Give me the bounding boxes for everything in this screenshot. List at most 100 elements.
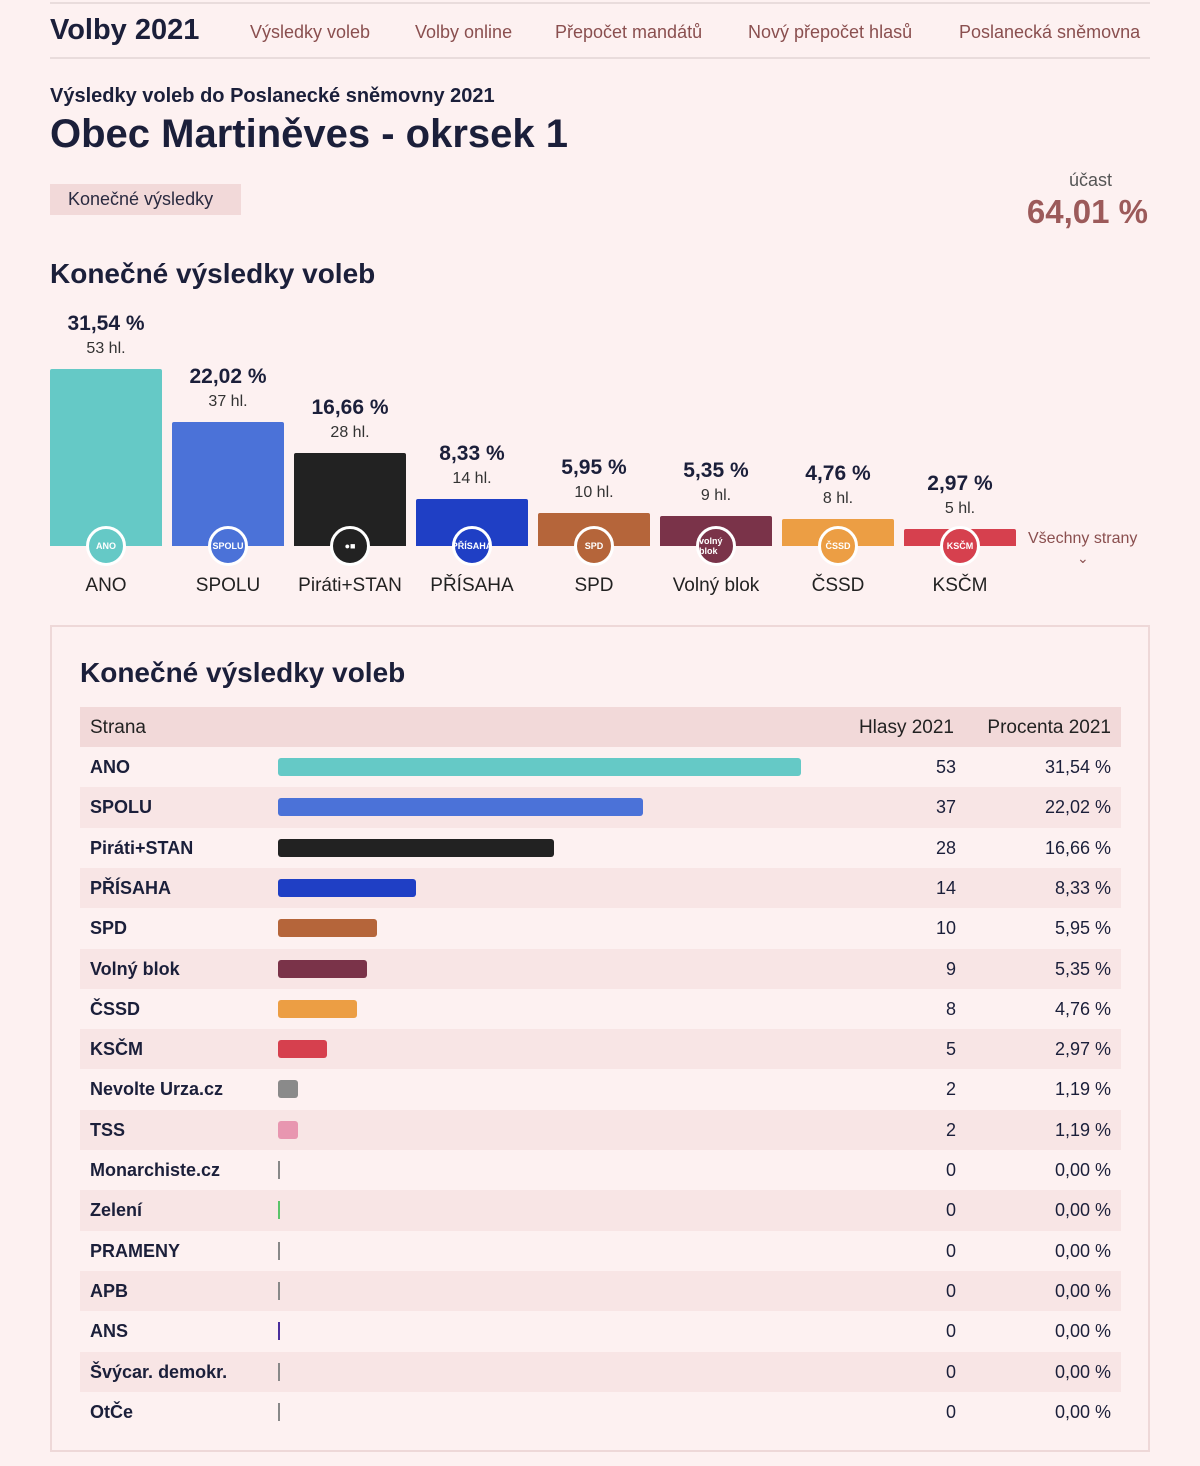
table-row: Švýcar. demokr. 0 0,00 % <box>80 1351 1121 1392</box>
table-row: Piráti+STAN 28 16,66 % <box>80 828 1121 868</box>
chart-percent-label: 4,76 % <box>805 462 871 486</box>
result-bar <box>278 1402 280 1421</box>
party-logo-icon: KSČM <box>940 526 980 566</box>
result-bar <box>278 1120 298 1139</box>
party-logo-icon: ANO <box>86 526 126 566</box>
percent-value: 0,00 % <box>1054 1321 1111 1342</box>
votes-value: 28 <box>935 837 956 858</box>
table-row: APB 0 0,00 % <box>80 1270 1121 1312</box>
chart-category-label: PŘÍSAHA <box>430 575 514 596</box>
table-row: KSČM 5 2,97 % <box>80 1029 1121 1070</box>
chart-heading: Konečné výsledky voleb <box>50 258 376 289</box>
party-name: OtČe <box>90 1401 134 1422</box>
percent-value: 0,00 % <box>1054 1361 1111 1382</box>
table-row: OtČe 0 0,00 % <box>80 1392 1121 1432</box>
party-name: Piráti+STAN <box>90 837 194 858</box>
column-header-votes[interactable]: Hlasy 2021 <box>858 717 954 738</box>
chevron-down-icon[interactable]: ⌄ <box>1077 550 1089 566</box>
result-bar <box>278 838 555 857</box>
nav-link-volby-online[interactable]: Volby online <box>415 22 513 42</box>
status-badge: Konečné výsledky <box>50 184 241 215</box>
result-bar <box>278 959 367 978</box>
chart-bar[interactable] <box>50 369 162 546</box>
party-logo-icon: ČSSD <box>818 526 858 566</box>
result-bar <box>278 1281 280 1300</box>
votes-value: 0 <box>945 1240 956 1261</box>
chart-category-label: Volný blok <box>672 575 760 596</box>
result-bar <box>278 1241 280 1260</box>
turnout-label: účast <box>1068 170 1112 190</box>
party-name: Volný blok <box>90 958 180 979</box>
party-name: Nevolte Urza.cz <box>90 1079 224 1100</box>
site-brand[interactable]: Volby 2021 <box>50 14 200 46</box>
chart-percent-label: 22,02 % <box>189 365 267 389</box>
party-name: ČSSD <box>90 998 141 1019</box>
percent-value: 0,00 % <box>1054 1401 1111 1422</box>
chart-votes-label: 53 hl. <box>86 340 126 357</box>
chart-votes-label: 28 hl. <box>330 423 370 441</box>
nav-link-prepocet-mandatu[interactable]: Přepočet mandátů <box>555 22 703 42</box>
votes-value: 2 <box>945 1079 956 1100</box>
result-bar <box>278 758 801 776</box>
table-row: Nevolte Urza.cz 2 1,19 % <box>80 1069 1121 1109</box>
table-row: SPOLU 37 22,02 % <box>80 787 1121 828</box>
result-bar <box>278 1080 298 1099</box>
chart-percent-label: 5,95 % <box>561 455 627 479</box>
table-header: Strana Hlasy 2021 Procenta 2021 <box>80 707 1121 747</box>
votes-value: 10 <box>935 918 956 939</box>
party-name: PRAMENY <box>90 1240 181 1261</box>
party-name: APB <box>90 1280 129 1301</box>
chart-votes-label: 8 hl. <box>822 490 854 508</box>
results-bar-chart: 31,54 % 53 hl. ANO ANO 22,02 % 37 hl. SPOLU SPO… <box>0 0 1200 620</box>
votes-value: 0 <box>945 1321 956 1342</box>
chart-category-label: SPD <box>574 575 614 596</box>
table-row: Monarchiste.cz 0 0,00 % <box>80 1150 1121 1190</box>
chart-category-label: Piráti+STAN <box>298 575 402 596</box>
chart-votes-label: 14 hl. <box>452 470 492 488</box>
table-row: PRAMENY 0 0,00 % <box>80 1231 1121 1271</box>
votes-value: 9 <box>945 958 956 979</box>
party-logo-icon: SPOLU <box>208 526 248 566</box>
percent-value: 22,02 % <box>1044 797 1111 818</box>
table-row: PŘÍSAHA 14 8,33 % <box>80 867 1121 909</box>
column-header-percent[interactable]: Procenta 2021 <box>987 717 1111 738</box>
chart-category-label: KSČM <box>932 575 988 596</box>
table-heading: Konečné výsledky voleb <box>80 657 406 688</box>
chart-percent-label: 2,97 % <box>927 472 993 496</box>
votes-value: 8 <box>945 998 956 1019</box>
votes-value: 53 <box>935 757 956 777</box>
chart-category-label: ANO <box>85 575 127 596</box>
party-name: SPD <box>90 918 128 939</box>
votes-value: 5 <box>945 1039 956 1060</box>
page-title: Obec Martiněves - okrsek 1 <box>50 112 569 156</box>
votes-value: 37 <box>935 797 956 818</box>
chart-bar[interactable] <box>172 422 284 546</box>
percent-value: 8,33 % <box>1054 877 1111 898</box>
party-name: Zelení <box>90 1200 143 1221</box>
table-row: TSS 2 1,19 % <box>80 1109 1121 1150</box>
table-row: Zelení 0 0,00 % <box>80 1190 1121 1231</box>
percent-value: 1,19 % <box>1054 1079 1111 1100</box>
percent-value: 2,97 % <box>1054 1039 1111 1060</box>
nav-link-poslanecka-snemovna[interactable]: Poslanecká sněmovna <box>959 22 1141 42</box>
all-parties-toggle[interactable]: Všechny strany <box>1028 530 1138 547</box>
table-row: SPD 10 5,95 % <box>80 908 1121 948</box>
party-logo-icon: ●■ <box>330 526 370 566</box>
percent-value: 5,35 % <box>1054 958 1111 979</box>
nav-link-vysledky[interactable]: Výsledky voleb <box>250 22 371 42</box>
result-bar <box>278 1161 280 1179</box>
party-name: KSČM <box>90 1039 143 1060</box>
party-name: ANO <box>90 757 130 777</box>
votes-value: 0 <box>945 1361 956 1382</box>
chart-votes-label: 37 hl. <box>208 393 248 411</box>
percent-value: 0,00 % <box>1054 1200 1111 1221</box>
percent-value: 0,00 % <box>1054 1160 1111 1180</box>
percent-value: 0,00 % <box>1054 1240 1111 1261</box>
chart-percent-label: 16,66 % <box>311 395 389 419</box>
result-bar <box>278 999 357 1018</box>
result-bar <box>278 798 644 817</box>
party-logo-icon: PŘÍSAHA <box>452 526 492 566</box>
column-header-party[interactable]: Strana <box>90 717 146 738</box>
chart-percent-label: 5,35 % <box>683 458 749 482</box>
nav-link-novy-prepocet[interactable]: Nový přepočet hlasů <box>748 22 913 42</box>
